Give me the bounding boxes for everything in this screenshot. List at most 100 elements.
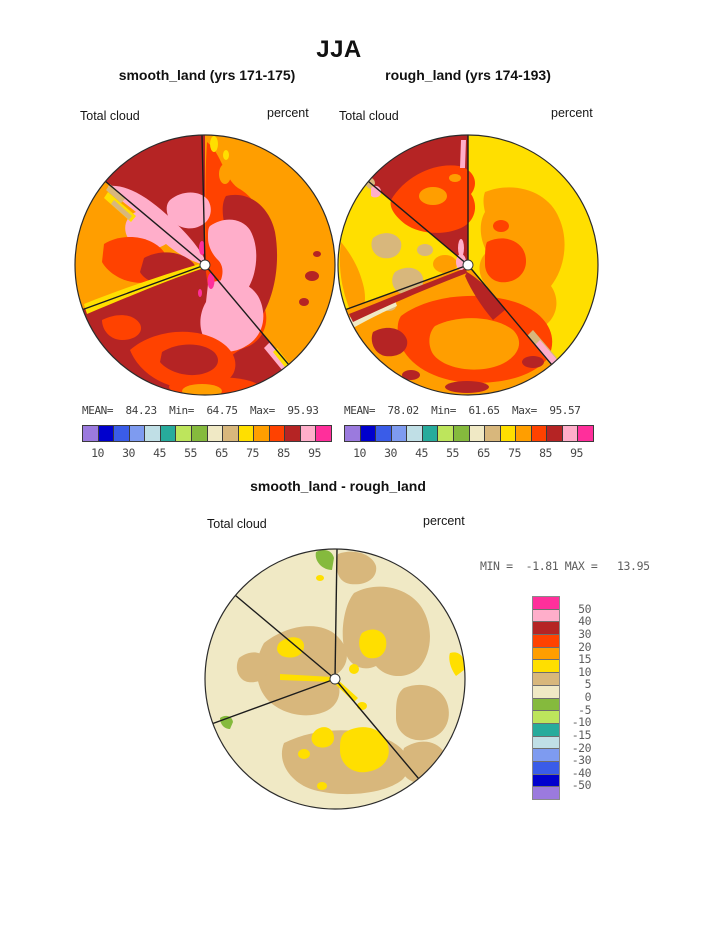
polar-map-smooth-land [74,134,336,396]
right-colorbar [344,425,594,442]
colorbar-cell-redorange [268,426,285,441]
colorbar-tick-label: -15 [571,727,592,742]
diff-title: smooth_land - rough_land [250,478,426,494]
colorbar-cell-purple [533,786,559,799]
pole-dot [329,673,341,685]
colorbar-tick-label: 15 [578,652,591,667]
pole-dot [199,259,211,271]
colorbar-cell-orange [515,426,531,441]
colorbar-tick-label: -50 [571,778,592,793]
diff-field-label: Total cloud [207,517,267,531]
colorbar-tick-label: 20 [578,639,591,654]
map-regions-diff [205,549,465,809]
colorbar-cell-paleblue [533,735,559,749]
diff-minmax: MIN = -1.81 MAX = 13.95 [480,559,650,573]
colorbar-tick-label: 10 [91,446,104,460]
left-panel-subtitle: smooth_land (yrs 171-175) [118,67,296,83]
colorbar-cell-darkred [546,426,562,441]
colorbar-tick-label: 40 [578,614,591,629]
colorbar-tick-label: -20 [571,740,592,755]
colorbar-cell-cream [533,684,559,698]
colorbar-cell-tan [222,426,238,441]
colorbar-cell-paleblue [144,426,160,441]
colorbar-cell-pink [561,426,578,441]
colorbar-cell-redorange [533,634,559,647]
colorbar-tick-label: 30 [384,446,397,460]
colorbar-tick-label: 75 [508,446,521,460]
colorbar-cell-cornflower [390,426,407,441]
colorbar-cell-tan [533,672,559,685]
colorbar-cell-blue [533,760,559,774]
diff-colorbar [532,596,560,800]
colorbar-tick-label: 45 [153,446,166,460]
colorbar-cell-navy [359,426,376,441]
colorbar-cell-yellow [533,659,559,673]
polar-map-rough-land [337,134,599,396]
colorbar-tick-label: 85 [277,446,290,460]
colorbar-cell-magenta [315,426,331,441]
map-outline-diff [204,548,466,810]
colorbar-tick-label: 95 [570,446,583,460]
colorbar-cell-darkred [533,621,559,635]
left-colorbar [82,425,332,442]
colorbar-tick-label: 30 [578,626,591,641]
colorbar-tick-label: 50 [578,601,591,616]
colorbar-cell-teal [533,722,559,736]
colorbar-cell-tan [484,426,500,441]
colorbar-cell-purple [345,426,360,441]
diff-units-label: percent [423,514,465,528]
sector-lines-smooth [82,135,290,366]
colorbar-cell-cream [468,426,485,441]
colorbar-cell-cornflower [128,426,145,441]
colorbar-cell-lightgreen [437,426,453,441]
right-stats: MEAN= 78.02 Min= 61.65 Max= 95.57 [344,404,581,417]
colorbar-cell-green [452,426,469,441]
colorbar-tick-label: 75 [246,446,259,460]
colorbar-tick-label: 10 [353,446,366,460]
colorbar-cell-magenta [577,426,593,441]
colorbar-cell-yellow [237,426,254,441]
colorbar-cell-cornflower [533,748,559,761]
colorbar-cell-cream [206,426,223,441]
colorbar-cell-blue [375,426,391,441]
right-units-label: percent [551,106,593,120]
diff-colorbar-labels: 50 40 30 20 15 10 5 0 -5 -10 -15 -20 -30 -40 -50 [561,596,592,798]
colorbar-tick-label: 65 [477,446,490,460]
colorbar-tick-label: -10 [571,715,592,730]
colorbar-cell-orange [253,426,269,441]
colorbar-cell-paleblue [406,426,422,441]
colorbar-tick-label: 0 [584,690,592,704]
colorbar-tick-label: 10 [578,664,591,679]
colorbar-tick-label: 65 [215,446,228,460]
left-stats: MEAN= 84.23 Min= 64.75 Max= 95.93 [82,404,319,417]
colorbar-tick-label: 5 [584,677,592,692]
colorbar-cell-darkred [284,426,300,441]
colorbar-cell-redorange [530,426,547,441]
colorbar-tick-label: -40 [571,765,592,780]
left-units-label: percent [267,106,309,120]
sector-lines-diff [212,549,420,780]
colorbar-tick-label: 30 [122,446,135,460]
map-regions-rough [338,135,598,395]
colorbar-cell-green [533,697,559,711]
colorbar-tick-label: 55 [446,446,459,460]
polar-map-difference [204,548,466,810]
colorbar-cell-yellow [499,426,516,441]
colorbar-cell-lightgreen [175,426,191,441]
left-colorbar-labels: 10 30 45 55 65 75 85 95 [82,446,330,460]
pole-dot [462,259,474,271]
colorbar-cell-orange [533,646,559,660]
colorbar-tick-label: 55 [184,446,197,460]
colorbar-tick-label: -5 [578,702,591,717]
colorbar-cell-lightgreen [533,710,559,723]
colorbar-tick-label: 95 [308,446,321,460]
colorbar-cell-magenta [533,597,559,609]
right-panel-subtitle: rough_land (yrs 174-193) [385,67,551,83]
map-outline-rough [337,134,599,396]
right-colorbar-labels: 10 30 45 55 65 75 85 95 [344,446,592,460]
right-field-label: Total cloud [339,109,399,123]
colorbar-cell-navy [533,773,559,787]
map-outline-smooth [74,134,336,396]
colorbar-cell-green [190,426,207,441]
colorbar-cell-pink [299,426,316,441]
